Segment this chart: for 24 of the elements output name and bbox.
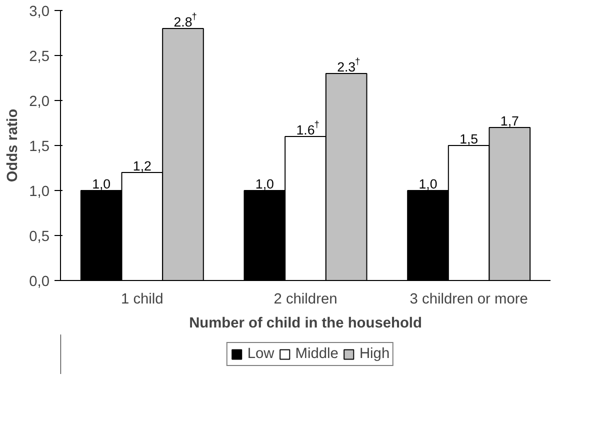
y-tick-label: 1,5 [29,139,50,155]
y-tick-label: 2,5 [29,49,50,65]
data-label: 2.8† [174,12,197,30]
x-tick-label: 2 children [274,292,338,308]
data-label: 1,0 [92,176,111,192]
data-label: 1,2 [132,158,152,174]
data-label: 2.3† [337,56,360,74]
legend-label: High [359,346,390,362]
data-label: 1.6† [296,120,320,138]
legend-label: Low [247,346,274,362]
y-axis-title: Odds ratio [5,108,22,182]
y-tick-label: 2,0 [29,94,50,110]
y-tick-label: 1,0 [29,184,50,200]
x-tick-label: 3 children or more [410,292,528,308]
y-tick-label: 0,5 [29,229,50,245]
data-label: 1,0 [255,176,274,192]
y-tick-label: 3,0 [29,4,50,20]
data-label: 1,7 [500,114,519,128]
legend-label: Middle [295,346,338,362]
data-label: 1,5 [460,132,478,146]
data-label: 1,0 [418,176,438,192]
y-tick-label: 0,0 [29,274,50,290]
x-tick-label: 1 child [120,292,164,308]
x-axis-title: Number of child in the household [189,316,422,332]
